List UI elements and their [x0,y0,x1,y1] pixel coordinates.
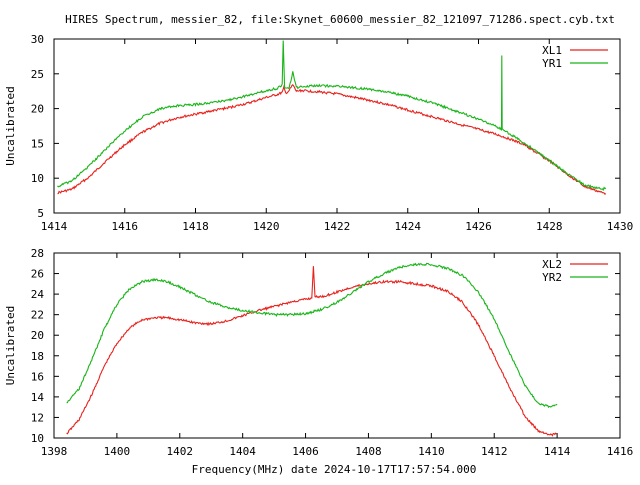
y-tick-label: 30 [31,33,44,46]
x-tick-label: 1398 [41,445,68,458]
x-tick-label: 1402 [167,445,194,458]
x-tick-label: 1410 [418,445,445,458]
x-tick-label: 1426 [465,220,492,233]
lower-panel: 1398 1400 1402 1404 1406 1408 1410 1412 1414 1416… [4,247,633,458]
y-axis-label: Uncalibrated [4,86,17,165]
series-line-xl1 [57,84,607,196]
legend-label-xl1: XL1 [542,44,562,57]
legend-label-xl2: XL2 [542,258,562,271]
x-tick-label: 1418 [182,220,209,233]
y-tick-label: 15 [31,137,44,150]
legend-label-yr2: YR2 [542,271,562,284]
y-tick-label: 18 [31,350,44,363]
y-tick-label: 12 [31,411,44,424]
plot-frame [53,252,621,439]
x-tick-label: 1404 [229,445,256,458]
chart-title: HIRES Spectrum, messier_82, file:Skynet_… [65,13,615,26]
y-tick-label: 16 [31,370,44,383]
y-tick-label: 10 [31,432,44,445]
y-tick-label: 24 [31,288,45,301]
x-tick-label: 1416 [607,445,634,458]
x-tick-label: 1430 [607,220,634,233]
x-tick-label: 1414 [41,220,68,233]
plot-frame [53,38,621,214]
x-tick-label: 1400 [104,445,131,458]
x-tick-label: 1414 [544,445,571,458]
y-tick-label: 5 [37,207,44,220]
x-tick-label: 1424 [395,220,422,233]
y-tick-label: 20 [31,329,44,342]
bottom-xlabel: Frequency(MHz) date 2024-10-17T17:57:54.… [192,463,477,476]
y-tick-label: 10 [31,172,44,185]
x-tick-label: 1408 [355,445,382,458]
legend-label-yr1: YR1 [542,57,562,70]
y-tick-label: 26 [31,268,44,281]
x-tick-label: 1406 [292,445,319,458]
y-tick-label: 25 [31,68,44,81]
upper-panel: 1414 1416 1418 1420 1422 1424 1426 1428 1430 5 10 1… [4,33,633,233]
y-tick-label: 28 [31,247,44,260]
y-tick-label: 22 [31,309,44,322]
series-line-yr2 [66,262,558,409]
series-line-xl2 [66,266,558,437]
x-tick-label: 1412 [481,445,508,458]
x-tick-label: 1428 [536,220,563,233]
y-axis-label: Uncalibrated [4,306,17,385]
x-tick-label: 1422 [324,220,351,233]
x-tick-label: 1420 [253,220,280,233]
y-tick-label: 20 [31,103,44,116]
x-tick-label: 1416 [112,220,139,233]
y-tick-label: 14 [31,391,45,404]
series-line-yr1 [57,40,607,192]
